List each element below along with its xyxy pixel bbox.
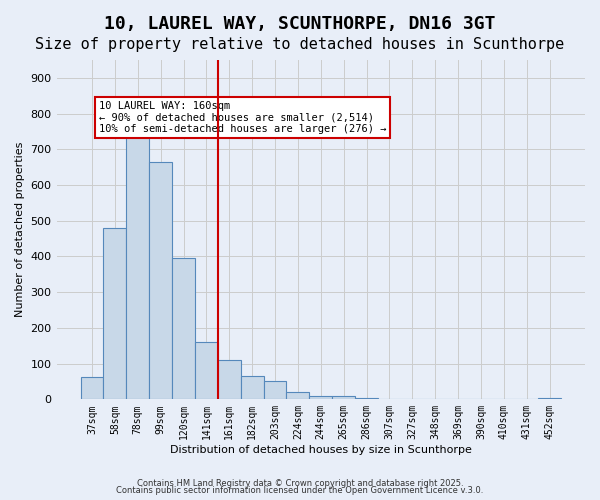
Text: Contains public sector information licensed under the Open Government Licence v.: Contains public sector information licen… — [116, 486, 484, 495]
Bar — [195, 342, 218, 400]
Bar — [355, 398, 378, 400]
Bar — [310, 396, 332, 400]
Text: 10 LAUREL WAY: 160sqm
← 90% of detached houses are smaller (2,514)
10% of semi-d: 10 LAUREL WAY: 160sqm ← 90% of detached … — [99, 100, 386, 134]
Bar — [378, 398, 401, 400]
Bar — [149, 162, 172, 400]
Bar — [172, 258, 195, 400]
X-axis label: Distribution of detached houses by size in Scunthorpe: Distribution of detached houses by size … — [170, 445, 472, 455]
Bar — [103, 228, 127, 400]
Bar — [241, 376, 263, 400]
Y-axis label: Number of detached properties: Number of detached properties — [15, 142, 25, 318]
Bar — [218, 360, 241, 400]
Text: 10, LAUREL WAY, SCUNTHORPE, DN16 3GT: 10, LAUREL WAY, SCUNTHORPE, DN16 3GT — [104, 15, 496, 33]
Text: Contains HM Land Registry data © Crown copyright and database right 2025.: Contains HM Land Registry data © Crown c… — [137, 478, 463, 488]
Bar — [80, 377, 103, 400]
Bar — [401, 398, 424, 400]
Text: Size of property relative to detached houses in Scunthorpe: Size of property relative to detached ho… — [35, 38, 565, 52]
Bar — [127, 132, 149, 400]
Bar — [538, 398, 561, 400]
Bar — [332, 396, 355, 400]
Bar — [286, 392, 310, 400]
Bar — [263, 382, 286, 400]
